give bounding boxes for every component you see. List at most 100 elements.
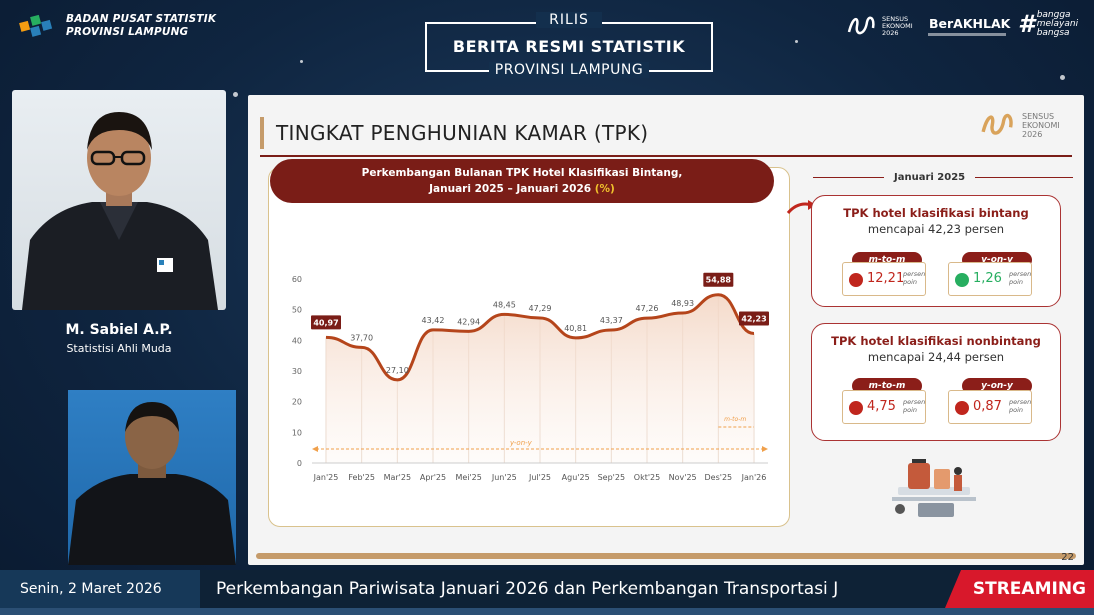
- rilis-subtitle: PROVINSI LAMPUNG: [425, 62, 713, 78]
- speaker-video: [12, 90, 226, 310]
- decor-dot: [795, 40, 798, 43]
- bps-logo-icon: [19, 14, 53, 37]
- series-area: [326, 294, 754, 463]
- org-line1: BADAN PUSAT STATISTIK: [66, 13, 217, 25]
- presentation-slide: TINGKAT PENGHUNIAN KAMAR (TPK) SENSUS EK…: [248, 95, 1084, 565]
- card-nonbintang-mtm-unit: persen poin: [903, 398, 926, 414]
- data-label: 48,93: [671, 299, 694, 308]
- bangga-logo: # bangga melayani bangsa: [1018, 10, 1079, 38]
- berakhlak-text: BerAKHLAK: [929, 16, 1011, 31]
- data-label: 43,37: [600, 316, 623, 325]
- y-tick-label: 50: [292, 306, 302, 315]
- page-number: 22: [1061, 552, 1074, 563]
- slide-sensus-logo: SENSUS EKONOMI 2026: [976, 109, 1070, 141]
- ticker-bottom-bar: [0, 608, 1094, 615]
- card-bintang-mtm-box: 12,21 persen poin: [842, 262, 926, 296]
- down-arrow-icon: [955, 401, 969, 415]
- data-label: 42,94: [457, 317, 480, 326]
- y-tick-label: 30: [292, 367, 302, 376]
- x-tick-label: Apr'25: [420, 473, 446, 482]
- rilis-subtitle-text: PROVINSI LAMPUNG: [488, 62, 650, 78]
- card-nonbintang-yoy-box: 0,87 persen poin: [948, 390, 1032, 424]
- data-label-box: [739, 311, 769, 326]
- card-bintang-mtm-unit: persen poin: [903, 270, 926, 286]
- card-nonbintang-yoy-value: 0,87: [973, 399, 1002, 414]
- card-bintang: TPK hotel klasifikasi bintang mencapai 4…: [811, 195, 1061, 307]
- series-line: [325, 293, 755, 382]
- data-label: 42,23: [741, 314, 766, 323]
- data-label: 40,97: [313, 318, 338, 327]
- data-label: 47,26: [636, 304, 659, 313]
- x-tick-label: Mei'25: [455, 473, 481, 482]
- data-label: 27,10: [386, 366, 409, 375]
- decor-dot: [1060, 75, 1065, 80]
- x-tick-label: Feb'25: [348, 473, 375, 482]
- chart-header-line1: Perkembangan Bulanan TPK Hotel Klasifika…: [361, 167, 683, 179]
- up-arrow-icon: [955, 273, 969, 287]
- interpreter-video: [68, 390, 236, 565]
- x-tick-label: Mar'25: [384, 473, 411, 482]
- ticker-headline: Perkembangan Pariwisata Januari 2026 dan…: [216, 579, 839, 599]
- x-tick-label: Okt'25: [634, 473, 660, 482]
- card-bintang-yoy-unit: persen poin: [1009, 270, 1032, 286]
- slide-bottom-strip: [256, 553, 1076, 559]
- sensus-logo: SENSUS EKONOMI 2026: [845, 12, 922, 40]
- x-tick-label: Nov'25: [669, 473, 697, 482]
- berakhlak-logo: BerAKHLAK: [929, 16, 1010, 31]
- y-tick-label: 0: [297, 459, 302, 468]
- hashtag-icon: #: [1018, 10, 1035, 38]
- data-label-box: [311, 315, 341, 330]
- card-bintang-yoy-box: 1,26 persen poin: [948, 262, 1032, 296]
- card-bintang-subtitle: mencapai 42,23 persen: [867, 222, 1005, 236]
- data-label: 43,42: [422, 316, 445, 325]
- title-divider: [260, 155, 1072, 157]
- yoy-arrowhead: [312, 446, 318, 452]
- berakhlak-tagline: [928, 33, 1006, 36]
- card-nonbintang-yoy-unit: persen poin: [1009, 398, 1032, 414]
- yoy-annotation: y-on-y: [509, 439, 533, 447]
- x-tick-label: Sep'25: [598, 473, 625, 482]
- x-tick-label: Des'25: [705, 473, 733, 482]
- data-label: 48,45: [493, 300, 516, 309]
- chart-header-line2: Januari 2025 – Januari 2026 (%): [270, 181, 774, 197]
- jan-label: Januari 2025: [884, 172, 976, 183]
- data-label: 37,70: [350, 333, 373, 342]
- x-tick-label: Jan'25: [313, 473, 339, 482]
- slide-sensus-text: SENSUS EKONOMI 2026: [1022, 111, 1060, 139]
- hotel-illustration: [892, 459, 976, 517]
- slide-title: TINGKAT PENGHUNIAN KAMAR (TPK): [276, 121, 649, 145]
- org-name: BADAN PUSAT STATISTIK PROVINSI LAMPUNG: [66, 13, 216, 39]
- chart-header-unit: (%): [594, 183, 615, 195]
- down-arrow-icon: [849, 273, 863, 287]
- chart-header: Perkembangan Bulanan TPK Hotel Klasifika…: [270, 159, 774, 203]
- decor-dot: [300, 60, 303, 63]
- decor-dot: [233, 92, 238, 97]
- card-nonbintang: TPK hotel klasifikasi nonbintang mencapa…: [811, 323, 1061, 441]
- card-bintang-title: TPK hotel klasifikasi bintang: [843, 206, 1029, 220]
- y-tick-label: 20: [292, 398, 302, 407]
- data-label-box: [703, 272, 734, 287]
- tpk-line-chart: 0 10 20 30 40 50 60 y-on-y m-to-m 40,97 Jan'25 37,7…: [292, 272, 769, 482]
- y-tick-label: 10: [292, 428, 302, 437]
- x-tick-label: Jan'26: [741, 473, 767, 482]
- sensus-ekonomi-icon: [847, 16, 875, 35]
- org-line2: PROVINSI LAMPUNG: [66, 26, 189, 38]
- y-tick-label: 40: [292, 336, 302, 345]
- y-tick-label: 60: [292, 275, 302, 284]
- bangga-text: bangga melayani bangsa: [1036, 9, 1079, 38]
- card-nonbintang-subtitle: mencapai 24,44 persen: [867, 350, 1005, 364]
- mtm-annotation: m-to-m: [724, 416, 746, 423]
- card-bintang-mtm-value: 12,21: [867, 271, 905, 286]
- speaker-name: M. Sabiel A.P.: [65, 322, 173, 338]
- sensus-logo-text: SENSUS EKONOMI 2026: [882, 14, 913, 37]
- sensus-ekonomi-icon: [981, 113, 1013, 135]
- interpreter-figure: [68, 402, 236, 565]
- down-arrow-icon: [849, 401, 863, 415]
- x-tick-label: Agu'25: [562, 473, 590, 482]
- chart-header-period: Januari 2025 – Januari 2026: [429, 183, 592, 195]
- card-nonbintang-mtm-box: 4,75 persen poin: [842, 390, 926, 424]
- title-accent: [260, 117, 264, 149]
- rilis-title: BERITA RESMI STATISTIK: [452, 37, 686, 56]
- data-label: 54,88: [706, 276, 732, 285]
- ticker-date: Senin, 2 Maret 2026: [0, 570, 200, 608]
